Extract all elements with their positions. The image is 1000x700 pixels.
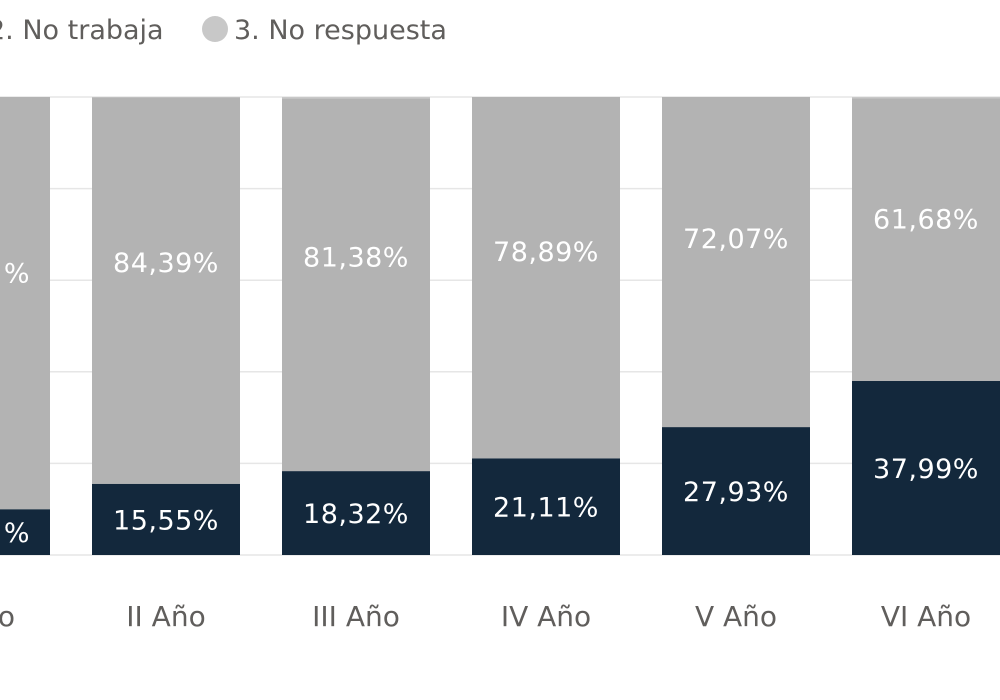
bar-1-trabaja-v-ano (662, 427, 810, 555)
bar-2-no-trabaja-ii-ano (92, 97, 240, 484)
data-label-1-trabaja-v-ano: 27,93% (683, 477, 789, 508)
bar-1-trabaja-i-ano (0, 509, 50, 555)
bar-1-trabaja-ii-ano (92, 483, 240, 555)
legend: 2. No trabaja 3. No respuesta (0, 15, 447, 46)
data-label-1-trabaja-ii-ano: 15,55% (113, 505, 219, 536)
x-tick-i-ano: I Año (0, 600, 15, 633)
bar-group-iii-ano: 18,32% 81,38% (282, 97, 430, 555)
bar-group-vi-ano: 37,99% 61,68% (852, 97, 1000, 555)
data-label-1-trabaja-iii-ano: 18,32% (303, 499, 409, 530)
legend-marker-3-no-respuesta (202, 16, 228, 42)
data-label-1-trabaja-vi-ano: 37,99% (873, 454, 979, 485)
bar-3-no-respuesta-iii-ano (282, 97, 430, 99)
bar-group-ii-ano: 15,55% 84,39% (92, 97, 240, 555)
legend-label-3-no-respuesta: 3. No respuesta (234, 15, 447, 46)
bar-group-v-ano: 27,93% 72,07% (662, 97, 810, 555)
bars: %% 15,55% 84,39% 18,32% 81,38% 21,11% 78,89% 27… (0, 97, 1000, 555)
data-label-2-no-trabaja-vi-ano: 61,68% (873, 205, 979, 236)
bar-1-trabaja-iv-ano (472, 458, 620, 555)
x-tick-v-ano: V Año (695, 600, 777, 633)
data-label-2-no-trabaja-ii-ano: 84,39% (113, 248, 219, 279)
bar-2-no-trabaja-iii-ano (282, 98, 430, 472)
bar-3-no-respuesta-vi-ano (852, 97, 1000, 99)
x-tick-ii-ano: II Año (126, 600, 205, 633)
bar-2-no-trabaja-iv-ano (472, 97, 620, 459)
x-tick-iii-ano: III Año (312, 600, 400, 633)
data-label-1-trabaja-iv-ano: 21,11% (493, 493, 599, 524)
bar-2-no-trabaja-vi-ano (852, 98, 1000, 382)
data-label-2-no-trabaja-iii-ano: 81,38% (303, 242, 409, 273)
data-label-2-no-trabaja-iv-ano: 78,89% (493, 237, 599, 268)
bar-2-no-trabaja-i-ano (0, 97, 50, 510)
bar-1-trabaja-vi-ano (852, 381, 1000, 555)
x-axis-ticks: I Año II Año III Año IV Año V Año VI Año (0, 600, 971, 633)
bar-group-iv-ano: 21,11% 78,89% (472, 97, 620, 555)
data-label-1-trabaja-i-ano: % (4, 518, 30, 549)
data-label-2-no-trabaja-i-ano: % (4, 258, 30, 289)
x-tick-iv-ano: IV Año (501, 600, 591, 633)
x-tick-vi-ano: VI Año (881, 600, 971, 633)
legend-label-2-no-trabaja: 2. No trabaja (0, 15, 164, 46)
bar-group-i-ano: %% (0, 97, 50, 555)
bar-2-no-trabaja-v-ano (662, 97, 810, 428)
data-label-2-no-trabaja-v-ano: 72,07% (683, 224, 789, 255)
bar-1-trabaja-iii-ano (282, 471, 430, 555)
